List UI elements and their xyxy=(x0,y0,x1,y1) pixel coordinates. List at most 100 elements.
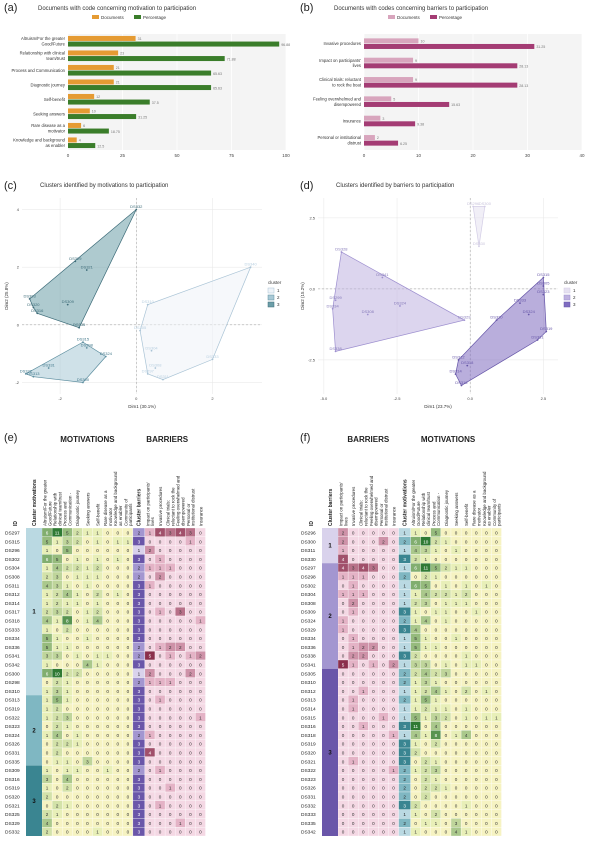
cell-value: 0 xyxy=(445,777,448,782)
cell-value: 2 xyxy=(56,751,59,756)
cell-value: 0 xyxy=(495,803,498,808)
cell-value: 0 xyxy=(342,636,345,641)
cell-value: 1 xyxy=(455,566,458,571)
cell-value: 1 xyxy=(435,610,438,615)
cell-value: 2 xyxy=(414,601,417,606)
cell-value: 0 xyxy=(189,548,192,553)
cell-value: 0 xyxy=(372,557,375,562)
cell-value: 3 xyxy=(372,566,375,571)
cell-value: 0 xyxy=(485,786,488,791)
legend-swatch xyxy=(267,287,275,294)
row-id: DS322 xyxy=(301,768,316,774)
cell-value: 0 xyxy=(189,689,192,694)
cell-value: 0 xyxy=(382,548,385,553)
cell-value: 1 xyxy=(403,812,406,817)
cell-value: 0 xyxy=(56,663,59,668)
point-marker xyxy=(519,302,521,305)
category-label: Feeling overwhelmed and xyxy=(313,97,362,102)
cell-value: 0 xyxy=(392,707,395,712)
cell-value: 2 xyxy=(465,689,468,694)
bar-percentage xyxy=(364,82,518,88)
cell-value: 0 xyxy=(116,812,119,817)
cell-value: 3 xyxy=(138,707,141,712)
column-header: reluctant to rock the xyxy=(363,487,368,526)
cell-value: 1 xyxy=(495,715,498,720)
point-marker xyxy=(536,339,539,341)
bar-label-documents: 21 xyxy=(116,66,120,70)
cell-value: 1 xyxy=(403,733,406,738)
cell-value: 0 xyxy=(495,751,498,756)
cell-value: 0 xyxy=(149,698,152,703)
cell-value: 1 xyxy=(414,531,417,536)
cell-value: 1 xyxy=(435,821,438,826)
cell-value: 0 xyxy=(392,715,395,720)
cell-value: 3 xyxy=(403,627,406,632)
cell-value: 0 xyxy=(199,821,202,826)
cell-value: 0 xyxy=(96,707,99,712)
cell-value: 0 xyxy=(149,619,152,624)
cell-value: 0 xyxy=(424,610,427,615)
point-label: DS331 xyxy=(531,335,544,340)
bar-documents xyxy=(68,50,119,56)
legend-title: cluster xyxy=(268,280,282,285)
cell-value: 5 xyxy=(46,539,49,544)
cell-value: 0 xyxy=(127,680,130,685)
x-tick-label: 0 xyxy=(67,153,70,158)
cell-value: 1 xyxy=(435,575,438,580)
cell-value: 0 xyxy=(352,742,355,747)
cell-value: 2 xyxy=(414,557,417,562)
cell-value: 1 xyxy=(435,698,438,703)
cell-value: 1 xyxy=(435,777,438,782)
cell-value: 0 xyxy=(485,575,488,580)
cell-value: 0 xyxy=(96,777,99,782)
cell-value: 2 xyxy=(169,645,172,650)
cell-value: 0 xyxy=(495,759,498,764)
cell-value: 0 xyxy=(435,619,438,624)
point-label: DS341 xyxy=(376,272,389,277)
cell-value: 0 xyxy=(465,812,468,817)
cluster-group-label: 1 xyxy=(32,610,36,616)
cell-value: 0 xyxy=(342,821,345,826)
category-label: Clinical trials: reluctant xyxy=(319,77,362,82)
cell-value: 2 xyxy=(362,645,365,650)
point-label: DS314 xyxy=(449,369,462,374)
cell-value: 0 xyxy=(455,759,458,764)
cell-value: 0 xyxy=(76,548,79,553)
section-title: BARRIERS xyxy=(146,435,188,444)
legend-label: 1 xyxy=(277,288,280,293)
cell-value: 0 xyxy=(106,698,109,703)
cell-value: 0 xyxy=(96,583,99,588)
cell-value: 0 xyxy=(127,557,130,562)
cell-value: 5 xyxy=(414,715,417,720)
cell-value: 1 xyxy=(149,680,152,685)
cell-value: 0 xyxy=(179,751,182,756)
row-id: DS332 xyxy=(301,803,316,809)
cell-value: 0 xyxy=(342,601,345,606)
cell-value: 0 xyxy=(76,663,79,668)
cell-value: 0 xyxy=(96,715,99,720)
point-label: DS338 xyxy=(329,346,342,351)
cell-value: 3 xyxy=(138,689,141,694)
cell-value: 0 xyxy=(465,777,468,782)
cell-value: 0 xyxy=(179,636,182,641)
cell-value: 1 xyxy=(435,707,438,712)
row-id: DS341 xyxy=(5,654,20,660)
y-axis-label: Dim2 (15.2%) xyxy=(300,282,305,310)
cell-value: 0 xyxy=(199,777,202,782)
cell-value: 0 xyxy=(66,575,69,580)
cell-value: 1 xyxy=(76,654,79,659)
cell-value: 1 xyxy=(414,812,417,817)
cell-value: 0 xyxy=(96,751,99,756)
cell-value: 0 xyxy=(455,707,458,712)
cell-value: 3 xyxy=(138,803,141,808)
legend-swatch-percentage xyxy=(430,15,437,19)
cell-value: 0 xyxy=(475,795,478,800)
cell-value: 1 xyxy=(46,663,49,668)
cell-value: 8 xyxy=(435,733,438,738)
cell-value: 0 xyxy=(127,733,130,738)
cell-value: 0 xyxy=(106,671,109,676)
cell-value: 0 xyxy=(169,557,172,562)
cell-value: 0 xyxy=(179,619,182,624)
column-header: Altruism/For the greater xyxy=(411,479,416,526)
cell-value: 0 xyxy=(495,575,498,580)
